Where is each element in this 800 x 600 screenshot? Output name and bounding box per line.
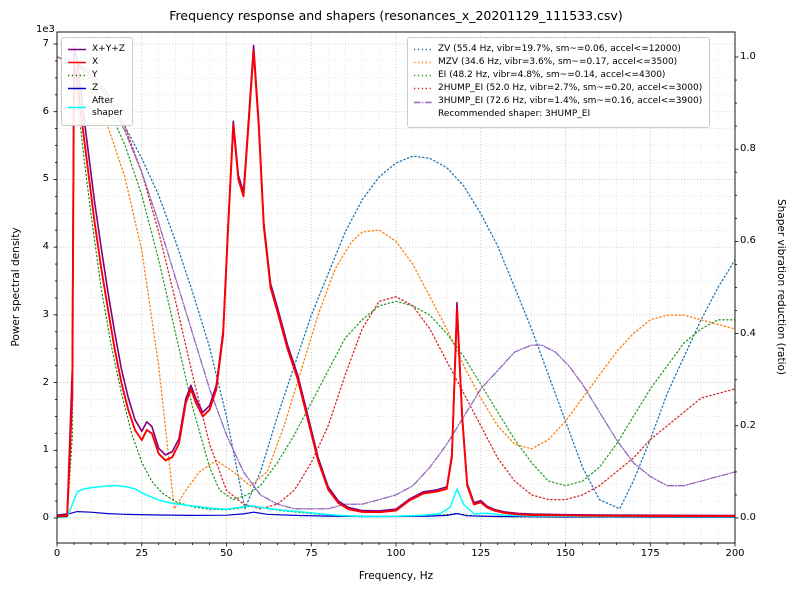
legend-line-sample <box>414 101 432 103</box>
legend-psd-item-2: Y <box>67 70 125 82</box>
series-2hump-ei <box>57 56 735 510</box>
legend-shaper-item-0: ZV (55.4 Hz, vibr=19.7%, sm~=0.06, accel… <box>413 44 702 56</box>
legend-psd-item-0-label: X+Y+Z <box>92 43 125 54</box>
y-axis-offset-text: 1e3 <box>36 24 55 35</box>
series-3hump-ei <box>57 56 735 510</box>
legend-shaper-item-4: 3HUMP_EI (72.6 Hz, vibr=1.4%, sm~=0.16, … <box>413 96 702 108</box>
series-ei <box>57 56 735 501</box>
legend-line-sample <box>68 88 86 90</box>
legend-psd-item-3: Z <box>67 83 125 95</box>
tick-marks <box>53 43 739 547</box>
legend-line-sample <box>414 61 432 64</box>
series-zv <box>57 56 735 510</box>
legend-psd-item-0: X+Y+Z <box>67 44 125 56</box>
legend-psd: X+Y+Z X Y Z After shaper <box>61 37 133 127</box>
series-mzv <box>57 56 735 510</box>
legend-line-sample <box>68 61 86 64</box>
series-x <box>57 49 735 518</box>
legend-psd-item-4: After shaper <box>67 96 125 119</box>
legend-psd-item-1-label: X <box>92 56 99 67</box>
y-axis-label-left: Power spectral density <box>10 227 22 347</box>
legend-line-sample <box>414 88 432 90</box>
legend-shaper-item-1: MZV (34.6 Hz, vibr=3.6%, sm~=0.17, accel… <box>413 57 702 69</box>
legend-recommended-shaper: Recommended shaper: 3HUMP_EI <box>413 109 702 121</box>
legend-psd-item-4-label: After shaper <box>92 96 123 118</box>
legend-shaper-item-1-label: MZV (34.6 Hz, vibr=3.6%, sm~=0.17, accel… <box>438 56 678 67</box>
legend-line-sample <box>414 48 432 51</box>
legend-psd-item-2-label: Y <box>92 69 98 80</box>
legend-recommended-shaper-label: Recommended shaper: 3HUMP_EI <box>438 109 591 120</box>
chart-title: Frequency response and shapers (resonanc… <box>169 8 623 23</box>
legend-line-sample <box>68 107 86 109</box>
legend-psd-item-3-label: Z <box>92 83 99 94</box>
legend-shaper-item-2-label: EI (48.2 Hz, vibr=4.8%, sm~=0.14, accel<… <box>438 69 666 80</box>
legend-shaper-item-0-label: ZV (55.4 Hz, vibr=19.7%, sm~=0.06, accel… <box>438 43 681 54</box>
legend-shapers: ZV (55.4 Hz, vibr=19.7%, sm~=0.06, accel… <box>407 37 711 128</box>
legend-shaper-item-3-label: 2HUMP_EI (52.0 Hz, vibr=2.7%, sm~=0.20, … <box>438 83 703 94</box>
series-curves <box>57 44 735 519</box>
legend-line-sample <box>68 74 86 77</box>
legend-psd-item-1: X <box>67 57 125 69</box>
legend-line-sample <box>414 74 432 77</box>
legend-line-sample <box>68 48 86 51</box>
x-axis-label: Frequency, Hz <box>358 570 434 582</box>
legend-shaper-item-4-label: 3HUMP_EI (72.6 Hz, vibr=1.4%, sm~=0.16, … <box>438 96 703 107</box>
series-after-shaper <box>57 484 735 519</box>
series-z <box>57 511 735 518</box>
legend-shaper-item-3: 2HUMP_EI (52.0 Hz, vibr=2.7%, sm~=0.20, … <box>413 83 702 95</box>
legend-shaper-item-2: EI (48.2 Hz, vibr=4.8%, sm~=0.14, accel<… <box>413 70 702 82</box>
grid-minor <box>57 32 735 543</box>
y-axis-label-right: Shaper vibration reduction (ratio) <box>775 198 787 376</box>
